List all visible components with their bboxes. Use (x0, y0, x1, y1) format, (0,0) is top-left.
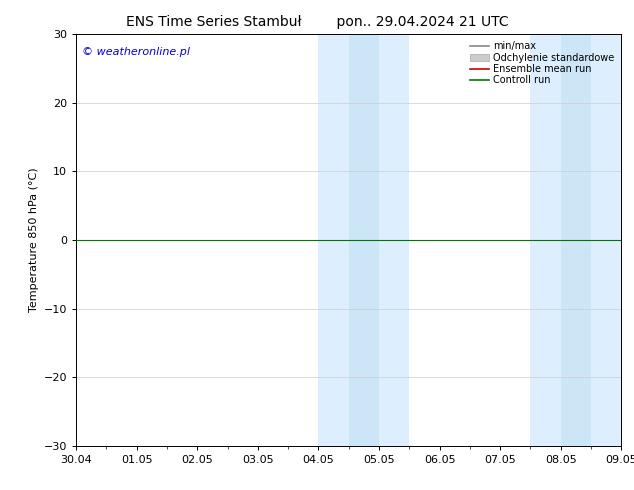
Y-axis label: Temperature 850 hPa (°C): Temperature 850 hPa (°C) (29, 168, 39, 313)
Bar (349, 34, 379, 446)
Bar (591, 34, 621, 446)
Bar (560, 34, 591, 446)
Text: ENS Time Series Stambuł        pon.. 29.04.2024 21 UTC: ENS Time Series Stambuł pon.. 29.04.2024… (126, 15, 508, 29)
Bar (531, 34, 560, 446)
Text: © weatheronline.pl: © weatheronline.pl (82, 47, 190, 57)
Bar (318, 34, 349, 446)
Bar (379, 34, 410, 446)
Legend: min/max, Odchylenie standardowe, Ensemble mean run, Controll run: min/max, Odchylenie standardowe, Ensembl… (468, 39, 616, 87)
